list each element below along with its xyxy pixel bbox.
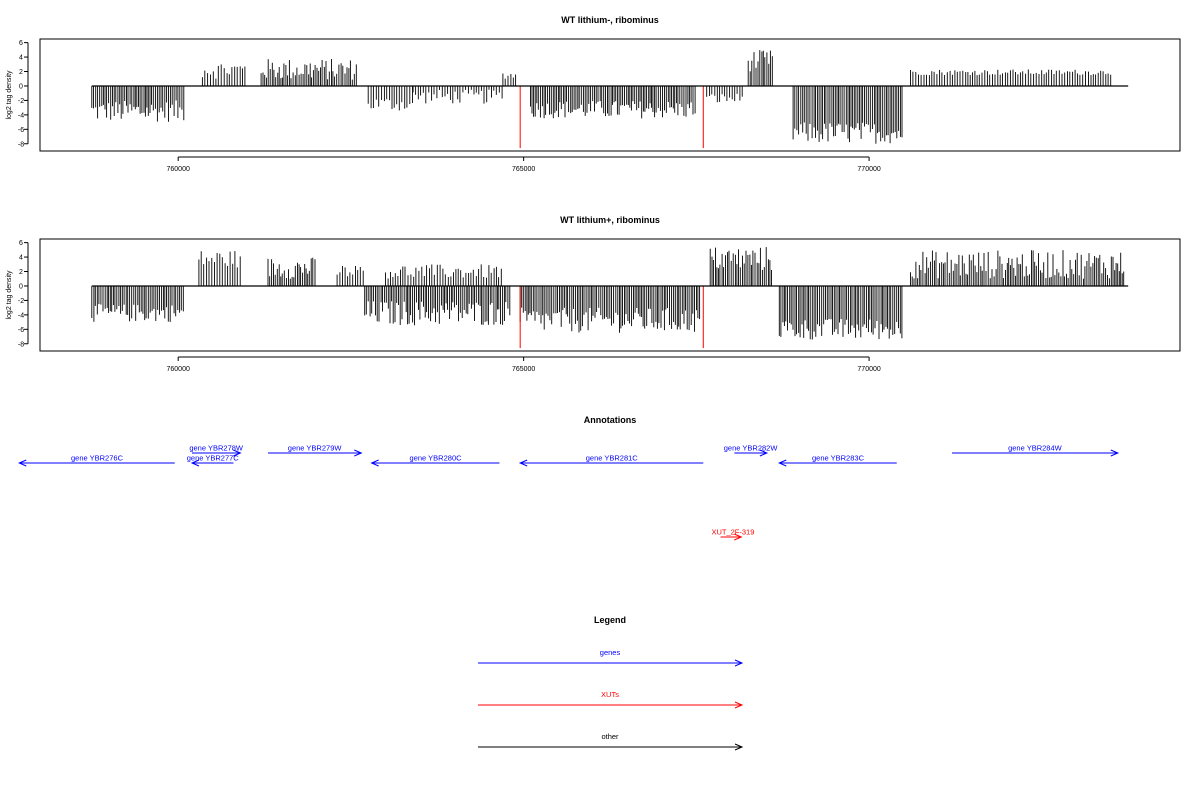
panel-title: WT lithium-, ribominus [561, 15, 659, 25]
y-tick-label: -6 [18, 127, 24, 134]
gene-label: gene YBR278W [189, 444, 244, 453]
gene-label: gene YBR281C [586, 454, 639, 463]
x-tick-label: 760000 [167, 166, 190, 173]
legend-items: genes XUTs other [478, 648, 744, 751]
gene-arrow-head [190, 459, 200, 467]
y-tick-label: -4 [18, 112, 24, 119]
y-tick-label: 6 [19, 40, 23, 47]
gene-arrow-head [233, 449, 242, 457]
x-axis: 760000 765000 770000 [167, 156, 881, 173]
gene-label: gene YBR283C [812, 454, 865, 463]
legend-label: other [601, 732, 619, 741]
y-tick-label: 2 [19, 269, 23, 276]
legend-label: genes [600, 648, 621, 657]
y-tick-label: 0 [19, 283, 23, 290]
y-tick-label: -8 [18, 341, 24, 348]
gene-arrow-head [778, 459, 787, 467]
y-tick-label: -6 [18, 327, 24, 334]
gene-label: gene YBR276C [71, 454, 124, 463]
x-tick-label: 770000 [857, 166, 880, 173]
y-tick-label: -8 [18, 141, 24, 148]
gene-arrow-head [518, 459, 528, 467]
y-tick-label: -2 [18, 298, 24, 305]
legend-arrow-head [734, 701, 744, 709]
x-tick-label: 770000 [857, 366, 880, 373]
gene-label: gene YBR280C [410, 454, 463, 463]
y-tick-label: 4 [19, 255, 23, 262]
x-axis: 760000 765000 770000 [167, 356, 881, 373]
plot-frame [39, 238, 1181, 352]
y-tick-label: -4 [18, 312, 24, 319]
annotations-title: Annotations [584, 415, 637, 425]
y-tick-label: 0 [19, 83, 23, 90]
gene-arrow-head [354, 449, 363, 457]
y-axis-label: log2 tag density [6, 70, 13, 120]
panel-lithium-plus: WT lithium+, ribominus log2 tag density … [6, 215, 1181, 373]
xut-label: XUT_2F-319 [711, 528, 754, 537]
gene-label: gene YBR277C [187, 454, 240, 463]
annotations-track: Annotations gene YBR276C gene YBR277Cgene… [18, 415, 1120, 541]
gene-arrow-head [1110, 449, 1120, 457]
y-tick-label: 2 [19, 69, 23, 76]
gene-label: gene YBR282W [724, 444, 779, 453]
plot-frame [39, 38, 1181, 152]
gene-arrow-head [370, 459, 379, 467]
legend-label: XUTs [601, 690, 619, 699]
x-tick-label: 760000 [167, 366, 190, 373]
y-axis: 6 4 2 0 -2 -4 -6 -8 [18, 40, 29, 148]
gene-arrow-head [759, 449, 769, 457]
xut-arrow-head [734, 533, 743, 541]
y-tick-label: -2 [18, 98, 24, 105]
signal-bars [91, 50, 1112, 149]
legend-arrow-head [734, 659, 744, 667]
gene-label: gene YBR284W [1008, 444, 1063, 453]
x-tick-label: 765000 [512, 366, 535, 373]
y-axis: 6 4 2 0 -2 -4 -6 -8 [18, 240, 29, 348]
gene-arrow-head [18, 459, 27, 467]
y-axis-label: log2 tag density [6, 270, 13, 320]
signal-bars [91, 247, 1125, 349]
xut-arrows: XUT_2F-319 [711, 528, 754, 541]
gene-label: gene YBR279W [288, 444, 343, 453]
panel-lithium-minus: WT lithium-, ribominus log2 tag density … [6, 15, 1181, 173]
legend-arrow-head [734, 743, 744, 751]
y-tick-label: 4 [19, 55, 23, 62]
legend: Legend genes XUTs other [478, 615, 744, 751]
x-tick-label: 765000 [512, 166, 535, 173]
y-tick-label: 6 [19, 240, 23, 247]
legend-title: Legend [594, 615, 626, 625]
panel-title: WT lithium+, ribominus [560, 215, 660, 225]
